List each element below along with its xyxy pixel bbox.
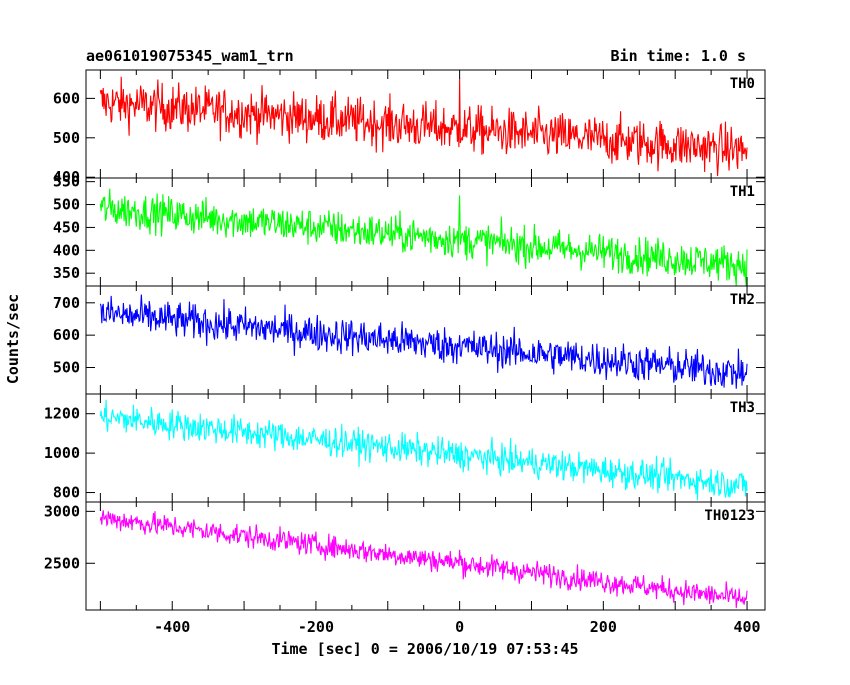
- y-tick-label-th2: 700: [53, 294, 80, 312]
- y-tick-label-th3: 1000: [44, 444, 80, 462]
- y-tick-label-th1: 400: [53, 241, 80, 259]
- y-tick-label-th0: 600: [53, 89, 80, 107]
- y-tick-label-th2: 500: [53, 358, 80, 376]
- panel-label-th1: TH1: [730, 184, 755, 200]
- x-tick-label: 400: [733, 618, 760, 636]
- panel-label-th2: TH2: [730, 292, 755, 308]
- x-tick-label: -200: [298, 618, 334, 636]
- panel-label-th3: TH3: [730, 400, 755, 416]
- y-tick-label-th1: 450: [53, 218, 80, 236]
- bin-time-label: Bin time: 1.0 s: [611, 47, 746, 65]
- panel-th0123: 2500 3000 TH0123: [44, 501, 766, 611]
- panel-label-th0: TH0: [730, 76, 755, 92]
- light-curve-th3: [99, 399, 748, 501]
- light-curve-th1: [99, 188, 748, 286]
- y-tick-label-th3: 800: [53, 484, 80, 502]
- panel-th2: 500 600 700 TH2: [53, 285, 766, 395]
- x-tick-label: 0: [455, 618, 464, 636]
- panels: 400 500 600 TH0 350 400 450 500 550 TH1 500 600 700 T…: [44, 69, 766, 636]
- panel-th1: 350 400 450 500 550 TH1: [53, 173, 766, 287]
- y-tick-label-th2: 600: [53, 326, 80, 344]
- panel-label-th0123: TH0123: [704, 508, 755, 524]
- y-axis-label: Counts/sec: [4, 294, 22, 384]
- y-tick-label-th0: 500: [53, 129, 80, 147]
- chart-title: ae061019075345_wam1_trn: [86, 47, 294, 65]
- panel-frame-th1: [85, 177, 766, 287]
- light-curve-th0: [99, 76, 748, 176]
- y-tick-label-th1: 550: [53, 173, 80, 191]
- light-curve-th2: [99, 294, 748, 389]
- y-tick-label-th3: 1200: [44, 405, 80, 423]
- y-tick-label-th0: 400: [53, 168, 80, 186]
- x-axis-label: Time [sec] 0 = 2006/10/19 07:53:45: [271, 640, 578, 658]
- panel-th3: 800 1000 1200 TH3: [44, 393, 766, 503]
- x-tick-label: 200: [590, 618, 617, 636]
- y-tick-label-th1: 500: [53, 196, 80, 214]
- panel-th0: 400 500 600 TH0: [53, 69, 766, 186]
- y-tick-label-th0123: 2500: [44, 554, 80, 572]
- x-tick-label: -400: [154, 618, 190, 636]
- light-curve-th0123: [99, 510, 748, 609]
- panel-frame-th0123: [85, 501, 766, 611]
- y-tick-label-th1: 350: [53, 264, 80, 282]
- y-tick-label-th0123: 3000: [44, 502, 80, 520]
